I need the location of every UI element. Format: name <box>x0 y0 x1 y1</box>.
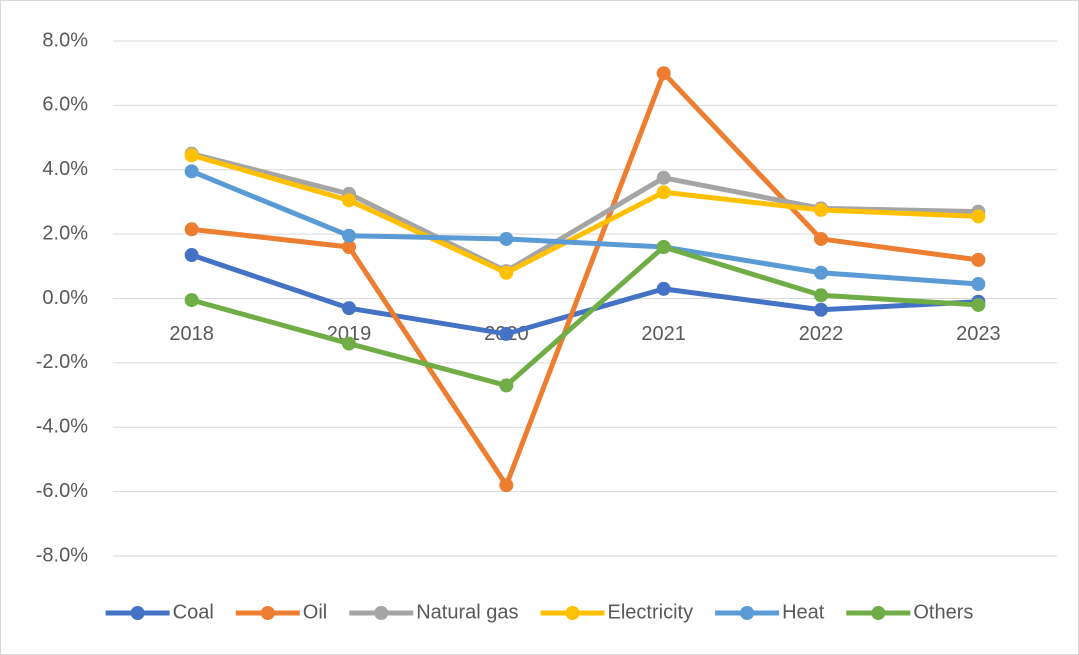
y-tick-label: 8.0% <box>42 29 88 51</box>
series-marker <box>656 185 671 200</box>
series-marker <box>342 301 356 316</box>
series-line <box>189 152 981 276</box>
y-tick-label: 2.0% <box>42 222 88 244</box>
legend-marker <box>565 606 580 620</box>
legend-marker <box>130 606 145 620</box>
series-marker <box>971 209 986 224</box>
series-marker <box>499 478 514 493</box>
series-marker <box>814 231 828 246</box>
series-marker <box>184 222 199 237</box>
legend-marker <box>740 606 755 620</box>
x-tick-label: 2018 <box>169 323 214 345</box>
series-line <box>189 252 981 337</box>
series-marker <box>499 326 514 341</box>
series-marker <box>814 265 828 280</box>
series-marker <box>184 148 199 163</box>
series-marker <box>971 252 986 267</box>
x-tick-label: 2021 <box>641 323 686 345</box>
y-tick-label: 6.0% <box>42 94 88 116</box>
legend: Coal Oil Natural gas Electricity Heat Others <box>105 601 973 623</box>
y-tick-label: 0.0% <box>42 287 88 309</box>
x-tick-label: 2022 <box>799 323 844 345</box>
y-tick-label: -8.0% <box>36 544 88 566</box>
series-marker <box>814 202 828 217</box>
legend-marker <box>260 606 275 620</box>
y-tick-label: -4.0% <box>36 416 88 438</box>
series-marker <box>499 265 514 280</box>
series-marker <box>342 193 356 208</box>
series-marker <box>814 302 828 317</box>
series-marker <box>656 240 671 254</box>
legend-label: Oil <box>303 601 327 623</box>
series-marker <box>499 231 514 246</box>
x-tick-label: 2023 <box>956 323 1001 345</box>
series-line <box>189 168 981 287</box>
y-tick-label: -2.0% <box>36 351 88 373</box>
legend-label: Natural gas <box>416 601 518 623</box>
series-marker <box>971 297 986 312</box>
legend-marker <box>871 606 886 620</box>
legend-label: Heat <box>782 601 825 623</box>
legend-label: Coal <box>173 601 214 623</box>
series-marker <box>814 288 828 303</box>
series-marker <box>184 164 199 179</box>
series-marker <box>184 248 199 263</box>
series-marker <box>656 281 671 296</box>
series-marker <box>342 228 356 243</box>
series-marker <box>971 277 986 292</box>
series-marker <box>656 66 671 81</box>
y-tick-label: -6.0% <box>36 480 88 502</box>
series-line <box>189 244 981 388</box>
series-line <box>189 70 981 488</box>
y-tick-label: 4.0% <box>42 158 88 180</box>
legend-label: Electricity <box>608 601 694 623</box>
legend-marker <box>374 606 389 620</box>
series-marker <box>342 240 356 254</box>
legend-label: Others <box>913 601 973 623</box>
series-marker <box>656 170 671 185</box>
series-marker <box>499 378 514 393</box>
series-marker <box>342 336 356 351</box>
series-marker <box>184 293 199 308</box>
